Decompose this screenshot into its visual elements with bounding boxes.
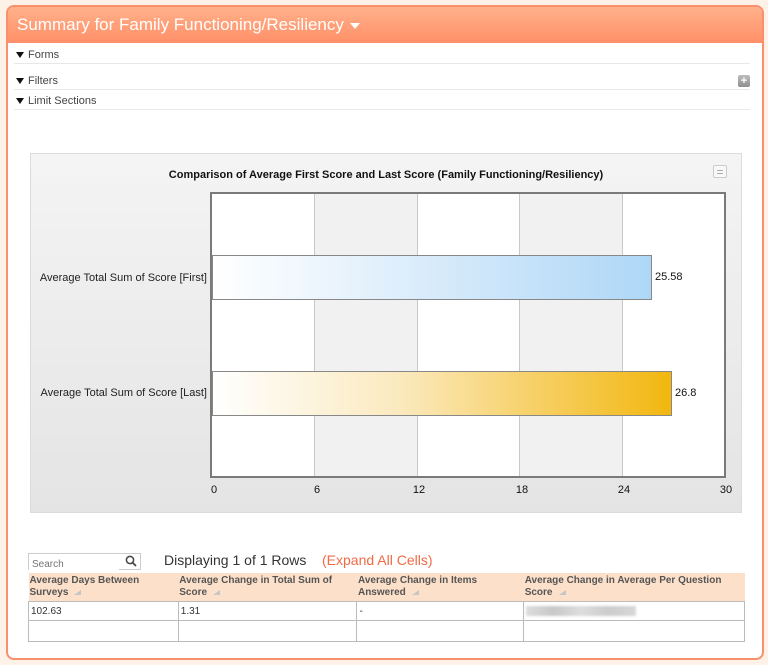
panel-header[interactable]: Summary for Family Functioning/Resilienc… [8,7,762,43]
column-header-change-total-sum[interactable]: Average Change in Total Sum of Score [178,573,357,602]
table-cell: 1.31 [177,601,358,621]
x-tick: 6 [313,484,321,496]
summary-panel: Summary for Family Functioning/Resilienc… [6,5,764,660]
table-cell-redacted [523,601,745,621]
gridline [622,194,623,476]
triangle-down-icon [16,52,24,58]
page-title: Summary for Family Functioning/Resilienc… [17,15,344,34]
sort-icon[interactable] [411,590,419,595]
expand-all-cells-link[interactable]: (Expand All Cells) [322,552,433,568]
summary-table: Average Days Between Surveys Average Cha… [28,573,745,642]
x-tick: 30 [719,484,733,496]
column-header-change-items-answered[interactable]: Average Change in Items Answered [356,573,524,602]
gridline [417,194,418,476]
sort-icon[interactable] [74,590,82,595]
grid-band [519,194,622,476]
section-label: Filters [28,75,58,87]
category-label-first: Average Total Sum of Score [First] [39,272,207,284]
bar-first[interactable] [212,255,652,300]
bar-last[interactable] [212,371,672,416]
table-row: 102.63 1.31 - [28,601,745,621]
section-label: Limit Sections [28,95,97,107]
bar-value-first: 25.58 [655,271,683,283]
search-icon[interactable] [125,555,137,567]
section-label: Forms [28,49,60,61]
gridline [314,194,315,476]
plot-area: 25.58 26.8 [210,192,726,478]
bar-value-last: 26.8 [675,387,697,399]
section-filters[interactable]: Filters + [14,73,750,90]
table-cell: 102.63 [28,601,179,621]
x-tick: 18 [515,484,529,496]
grid-band [314,194,417,476]
chart-title: Comparison of Average First Score and La… [168,169,604,181]
chart-container: Comparison of Average First Score and La… [30,153,742,513]
section-forms[interactable]: Forms [14,47,750,64]
column-header-days-between[interactable]: Average Days Between Surveys [28,573,179,602]
triangle-down-icon [16,98,24,104]
x-tick: 12 [412,484,426,496]
sort-icon[interactable] [558,590,566,595]
redacted-value [526,605,637,616]
chevron-down-icon[interactable] [349,23,360,29]
x-tick: 24 [617,484,631,496]
table-cell [177,620,358,642]
chart-menu-button[interactable] [713,165,727,178]
table-row-empty [28,620,745,642]
category-label-last: Average Total Sum of Score [Last] [40,387,207,399]
table-cell: - [356,601,525,621]
table-cell [28,620,179,642]
table-cell [356,620,525,642]
table-cell [523,620,745,642]
add-filter-button[interactable]: + [738,75,750,87]
triangle-down-icon [16,78,24,84]
search-input[interactable] [29,557,119,572]
gridline [519,194,520,476]
row-count-text: Displaying 1 of 1 Rows [164,552,307,568]
x-tick: 0 [210,484,218,496]
section-limit-sections[interactable]: Limit Sections [14,93,750,110]
search-field [28,553,141,572]
column-header-change-avg-per-question[interactable]: Average Change in Average Per Question S… [523,573,745,602]
sort-icon[interactable] [213,590,221,595]
